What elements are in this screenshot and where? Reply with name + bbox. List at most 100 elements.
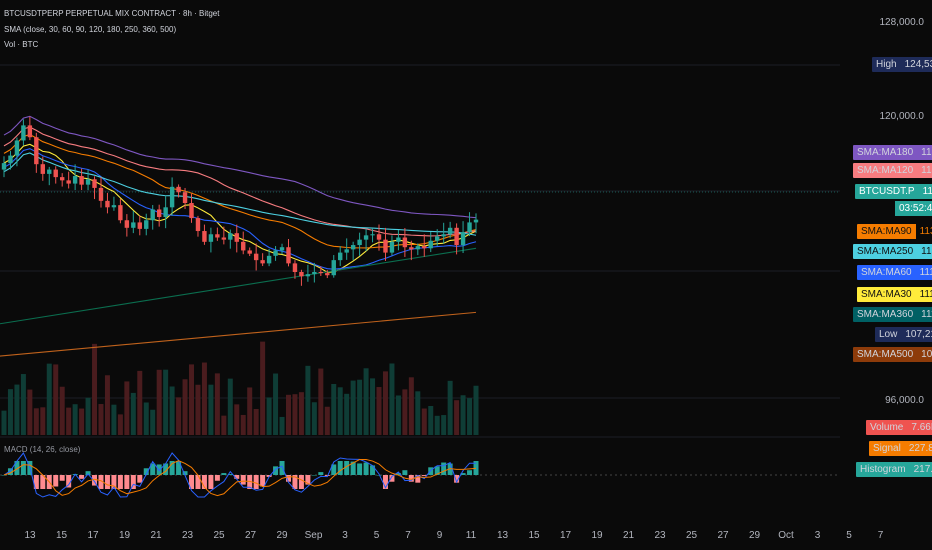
candle-body xyxy=(79,176,84,185)
ma90-line xyxy=(3,134,477,249)
volume-bar xyxy=(331,383,337,435)
last-price-tag[interactable]: BTCUSDT.P 113,657.1 xyxy=(855,184,932,199)
candle-body xyxy=(215,234,220,238)
candle-body xyxy=(331,260,336,276)
candle-body xyxy=(234,233,239,242)
last-price-value: 113,657.1 xyxy=(922,186,932,197)
macd-histogram-bar xyxy=(130,475,136,489)
macd-histogram-bar xyxy=(1,475,7,476)
candle-body xyxy=(428,240,433,249)
volume-bar xyxy=(376,387,382,435)
candle-body xyxy=(163,207,168,218)
volume-bar xyxy=(85,397,91,435)
macd-histogram-bar xyxy=(104,475,110,489)
volume-bar xyxy=(169,386,175,435)
candle-body xyxy=(299,272,304,277)
ma500-tag: SMA:MA500 105,055.3 xyxy=(853,347,932,362)
volume-bar xyxy=(285,394,291,435)
macd-histogram-bar xyxy=(357,463,363,475)
macd-histogram-bar xyxy=(53,475,59,487)
volume-bar xyxy=(33,408,39,435)
date-tick: Oct xyxy=(778,530,794,541)
candle-body xyxy=(435,236,440,241)
macd-histogram-bar xyxy=(143,468,149,475)
ma250-value: 113,224.8 xyxy=(921,246,932,257)
macd-legend[interactable]: MACD (14, 26, close) xyxy=(4,445,81,454)
volume-bar xyxy=(79,408,85,435)
candle-body xyxy=(98,187,104,201)
volume-bar xyxy=(447,380,453,435)
volume-legend[interactable]: Vol · BTC xyxy=(4,40,39,49)
candle-body xyxy=(228,233,233,240)
volume-bar xyxy=(72,404,78,435)
macd-histogram-bar xyxy=(273,466,279,475)
ma360-value: 111,054.2 xyxy=(921,309,932,320)
macd-histogram-bar xyxy=(14,461,20,475)
ma250-line xyxy=(3,152,477,236)
volume-bar xyxy=(227,378,233,435)
ma120-label: SMA:MA120 xyxy=(857,165,914,176)
macd-histogram-bar xyxy=(221,473,227,475)
volume-bar xyxy=(130,392,136,435)
date-tick: 3 xyxy=(814,530,821,541)
signal-value: 227.8 xyxy=(908,443,932,454)
volume-bar xyxy=(20,374,26,435)
volume-bars xyxy=(1,341,479,435)
date-tick: 7 xyxy=(877,530,884,541)
candle-body xyxy=(402,237,408,248)
volume-bar xyxy=(421,408,427,435)
macd-histogram-bar xyxy=(234,475,240,479)
volume-bar xyxy=(454,400,460,435)
date-tick: 19 xyxy=(118,530,131,541)
date-tick: Sep xyxy=(304,530,323,541)
candle-body xyxy=(221,237,227,240)
ma90-tag: SMA:MA90 113,267.6 xyxy=(857,224,932,239)
candle-body xyxy=(454,227,459,246)
volume-bar xyxy=(305,365,311,435)
volume-bar xyxy=(201,362,207,435)
volume-bar xyxy=(111,404,117,435)
candle-body xyxy=(195,218,201,232)
ma250-tag: SMA:MA250 113,224.8 xyxy=(853,244,932,259)
ma360-line xyxy=(0,247,477,325)
date-tick: 15 xyxy=(528,530,540,541)
date-tick: 27 xyxy=(244,530,257,541)
ma500-label: SMA:MA500 xyxy=(857,349,914,360)
ma360-label: SMA:MA360 xyxy=(857,309,914,320)
volume-bar xyxy=(163,369,169,435)
volume-bar xyxy=(59,386,65,435)
candle-body xyxy=(279,247,285,251)
ma500-line xyxy=(0,311,477,357)
low-label: Low xyxy=(879,329,898,340)
macd-histogram-bar xyxy=(137,475,143,483)
macd-histogram-bar xyxy=(189,475,195,489)
macd-histogram-bar xyxy=(389,475,395,482)
price-tick-96000: 96,000.0 xyxy=(885,395,924,406)
histogram-label: Histogram xyxy=(860,464,906,475)
ma180-label: SMA:MA180 xyxy=(857,147,914,158)
ma180-line xyxy=(3,115,477,219)
macd-histogram-bar xyxy=(208,475,214,489)
macd-histogram-bar xyxy=(363,462,369,475)
ma120-tag: SMA:MA120 113,910.9 xyxy=(853,163,932,178)
candle-body xyxy=(208,234,214,242)
low-value: 107,212.0 xyxy=(905,329,932,340)
candle-body xyxy=(409,247,414,250)
macd-histogram-bar xyxy=(421,475,427,476)
macd-histogram-bar xyxy=(344,461,350,475)
macd-histogram-bar xyxy=(467,470,473,475)
volume-bar xyxy=(234,404,240,435)
macd-histogram-bar xyxy=(20,461,26,475)
candle-body xyxy=(14,140,20,156)
candle-body xyxy=(105,200,110,208)
volume-bar xyxy=(415,391,421,435)
macd-histogram-bar xyxy=(285,475,291,482)
ma60-tag: SMA:MA60 111,415.9 xyxy=(857,265,932,280)
sma-legend[interactable]: SMA (close, 30, 60, 90, 120, 180, 250, 3… xyxy=(4,25,177,34)
volume-bar xyxy=(98,404,104,435)
macd-histogram-bar xyxy=(298,475,304,489)
date-tick: 15 xyxy=(55,530,68,541)
candle-body xyxy=(467,222,472,233)
symbol-legend[interactable]: BTCUSDTPERP PERPETUAL MIX CONTRACT · 8h … xyxy=(4,9,220,18)
